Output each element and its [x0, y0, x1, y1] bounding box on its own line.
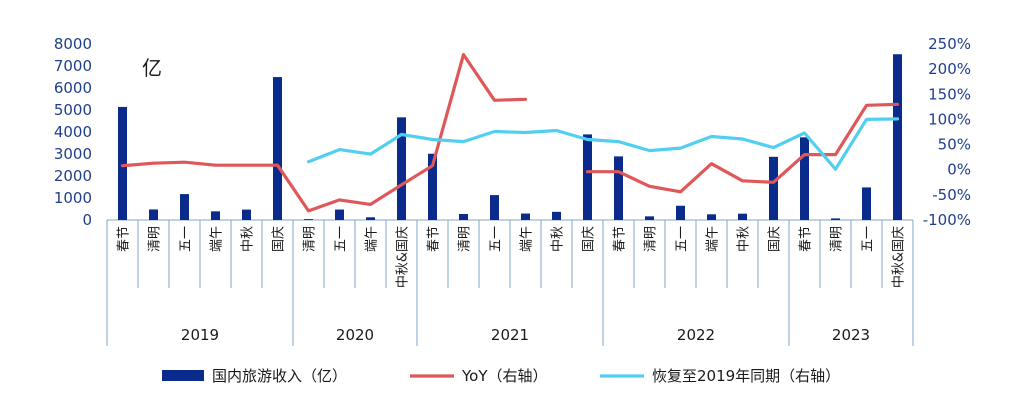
left-axis-tick-label: 0 [82, 211, 92, 229]
unit-label: 亿 [142, 56, 162, 80]
revenue-bar [366, 217, 375, 220]
category-label: 端午 [520, 226, 535, 252]
right-axis-tick-label: 150% [928, 85, 971, 103]
category-label: 国庆 [768, 226, 783, 252]
revenue-bar [831, 218, 840, 220]
revenue-bar [242, 209, 251, 220]
right-axis-tick-label: 50% [938, 136, 971, 154]
revenue-bar [397, 117, 406, 220]
legend-label: 恢复至2019年同期（右轴） [652, 367, 840, 385]
category-label: 中秋&国庆 [396, 226, 411, 288]
left-axis-tick-label: 4000 [54, 123, 92, 141]
left-axis-tick-label: 1000 [54, 189, 92, 207]
category-label: 清明 [148, 226, 163, 252]
right-axis-tick-label: 0% [947, 161, 971, 179]
category-label: 中秋 [737, 226, 752, 252]
revenue-bar [676, 205, 685, 220]
revenue-bar [862, 187, 871, 220]
revenue-bar [521, 213, 530, 220]
category-label: 端午 [365, 226, 380, 252]
revenue-bar [583, 134, 592, 220]
revenue-bar [738, 213, 747, 220]
category-label: 国庆 [582, 226, 597, 252]
revenue-bar [614, 156, 623, 220]
category-label: 春节 [799, 226, 814, 252]
revenue-bar [800, 137, 809, 220]
revenue-bar [459, 214, 468, 220]
revenue-bar [707, 214, 716, 220]
left-axis-tick-label: 7000 [54, 57, 92, 75]
legend: 国内旅游收入（亿） YoY（右轴） 恢复至2019年同期（右轴） [162, 367, 840, 385]
revenue-bar [149, 209, 158, 220]
bar-series [118, 54, 902, 220]
category-label: 清明 [644, 226, 659, 252]
category-label: 清明 [303, 226, 318, 252]
right-axis-tick-label: -50% [932, 186, 971, 204]
revenue-bar [490, 195, 499, 220]
revenue-bar [769, 156, 778, 220]
revenue-bar [552, 211, 561, 220]
category-label: 中秋&国庆 [892, 226, 907, 288]
revenue-bar [118, 106, 127, 220]
revenue-bar [428, 153, 437, 220]
yoy-line [120, 52, 528, 213]
category-label: 端午 [210, 226, 225, 252]
left-axis-tick-label: 6000 [54, 79, 92, 97]
revenue-bar [211, 211, 220, 220]
revenue-bar [180, 194, 189, 220]
axis-lines [106, 219, 914, 346]
revenue-bar [645, 216, 654, 220]
legend-label: YoY（右轴） [461, 367, 548, 385]
tick-labels: 0 1000 2000 3000 4000 5000 6000 7000 8000 -100% -5… [54, 35, 971, 229]
right-axis-tick-label: 100% [928, 110, 971, 128]
revenue-bar [273, 77, 282, 220]
category-label: 五一 [861, 226, 876, 252]
line-series [120, 52, 900, 213]
revenue-bar [893, 54, 902, 220]
year-label: 2023 [832, 326, 870, 344]
category-label: 春节 [117, 226, 132, 252]
category-label: 国庆 [272, 226, 287, 252]
category-label: 春节 [427, 226, 442, 252]
category-label: 五一 [675, 226, 690, 252]
left-axis-tick-label: 2000 [54, 167, 92, 185]
right-axis-tick-label: -100% [923, 211, 971, 229]
category-label: 五一 [179, 226, 194, 252]
category-label: 清明 [830, 226, 845, 252]
year-label: 2020 [336, 326, 374, 344]
category-label: 五一 [489, 226, 504, 252]
right-axis-tick-label: 250% [928, 35, 971, 53]
category-label: 中秋 [241, 226, 256, 252]
revenue-bar [335, 209, 344, 220]
legend-label: 国内旅游收入（亿） [212, 367, 347, 385]
category-label: 五一 [334, 226, 349, 252]
year-label: 2021 [491, 326, 529, 344]
revenue-bar [304, 219, 313, 220]
right-axis-tick-label: 200% [928, 60, 971, 78]
category-label: 端午 [706, 226, 721, 252]
yoy-line [585, 102, 900, 194]
left-axis-tick-label: 8000 [54, 35, 92, 53]
category-label: 清明 [458, 226, 473, 252]
category-label: 春节 [613, 226, 628, 252]
legend-swatch-bar [162, 370, 204, 381]
category-label: 中秋 [551, 226, 566, 252]
left-axis-tick-label: 3000 [54, 145, 92, 163]
year-label: 2022 [677, 326, 715, 344]
left-axis-tick-label: 5000 [54, 101, 92, 119]
year-label: 2019 [181, 326, 219, 344]
recovery-line [306, 117, 900, 171]
